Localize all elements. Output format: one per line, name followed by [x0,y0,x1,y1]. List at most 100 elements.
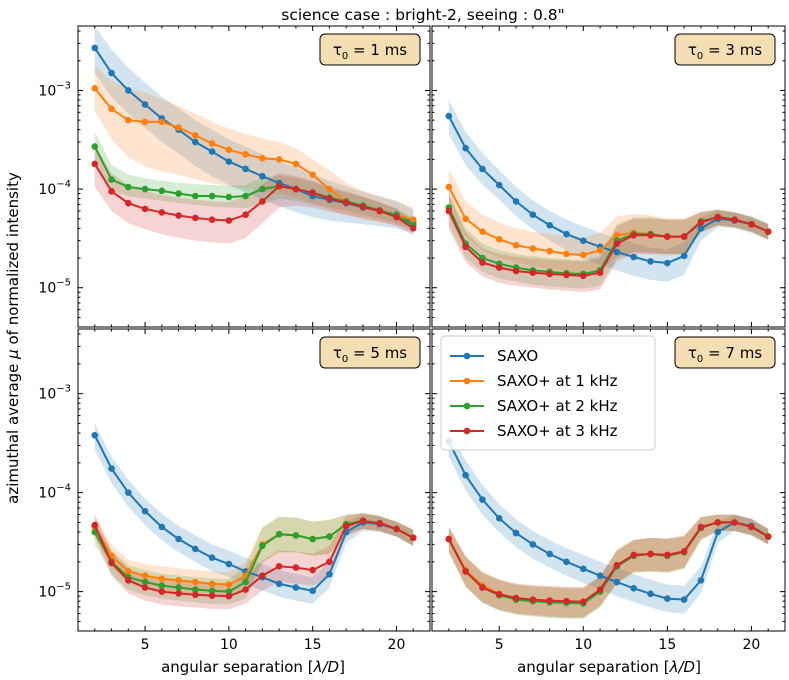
point-saxo-at-2-khz [326,533,333,540]
point-saxo-at-3-khz [208,216,216,223]
point-saxo [680,596,688,603]
tau-badge: τ0 = 5 ms [319,336,421,369]
point-saxo-at-2-khz [108,176,115,183]
point-saxo-at-1-khz [225,581,233,588]
point-saxo-at-1-khz [175,577,182,584]
point-saxo-at-3-khz [647,550,654,558]
point-saxo [563,558,570,566]
point-saxo-at-2-khz [141,185,149,193]
point-saxo-at-3-khz [376,207,384,215]
point-saxo-at-1-khz [208,580,216,588]
point-saxo [326,570,333,578]
point-saxo-at-3-khz [579,598,587,606]
legend-marker [463,377,471,385]
point-saxo-at-3-khz [309,566,316,574]
point-saxo-at-1-khz [563,250,570,258]
plot-area [445,100,772,293]
point-saxo [141,507,149,515]
band-saxo-at-3-khz [94,144,414,244]
point-saxo-at-3-khz [731,519,738,526]
point-saxo-at-2-khz [91,143,99,150]
panel-frame [77,25,431,328]
point-saxo-at-1-khz [192,578,199,586]
y-tick-label: 10−4 [38,483,71,502]
point-saxo [563,230,570,238]
x-tick-label: 5 [141,637,150,653]
point-saxo-at-2-khz [124,183,132,191]
legend-label: SAXO [497,347,538,365]
point-saxo [647,258,654,265]
point-saxo [91,431,99,439]
point-saxo [259,172,266,180]
point-saxo-at-2-khz [275,530,283,538]
point-saxo-at-3-khz [225,217,233,224]
point-saxo-at-1-khz [225,146,233,154]
point-saxo [108,465,115,472]
point-saxo-at-3-khz [192,214,199,222]
point-saxo-at-3-khz [529,269,537,277]
point-saxo-at-3-khz [259,572,266,579]
band-saxo-at-1-khz [94,65,414,228]
panel-frame [77,328,431,632]
x-tick-label: 15 [304,637,322,653]
point-saxo-at-1-khz [141,572,149,579]
point-saxo-at-3-khz [292,185,300,193]
point-saxo [495,515,503,522]
point-saxo [664,595,671,602]
point-saxo-at-3-khz [596,586,604,593]
point-saxo-at-3-khz [630,551,638,559]
legend-label: SAXO+ at 1 kHz [497,372,618,390]
tau-badge: τ0 = 7 ms [674,336,776,369]
plot-area [91,423,417,610]
panel-bottom-left: 5 10 15 20 10−3 10−4 10−5 τ0 = 5 ms [38,328,431,653]
tau-badge-box [319,336,421,369]
tau-badge-box [319,33,421,66]
point-saxo-at-3-khz [175,212,182,219]
point-saxo-at-1-khz [613,232,621,239]
point-saxo-at-3-khz [714,213,722,221]
x-tick-label: 10 [574,637,592,653]
point-saxo-at-1-khz [175,124,182,131]
point-saxo-at-3-khz [393,213,400,221]
point-saxo [225,158,233,165]
point-saxo-at-2-khz [141,578,149,586]
point-saxo-at-3-khz [512,594,520,602]
point-saxo [309,587,316,595]
point-saxo-at-1-khz [479,228,486,235]
point-saxo-at-2-khz [225,193,233,201]
point-saxo-at-2-khz [208,192,216,200]
point-saxo-at-3-khz [342,522,350,530]
point-saxo-at-1-khz [208,140,216,147]
point-saxo [680,252,688,260]
tau-badge-box [674,33,776,66]
point-saxo-at-3-khz [462,568,469,575]
point-saxo [546,550,553,558]
point-saxo-at-2-khz [259,185,266,193]
point-saxo-at-3-khz [409,225,417,232]
point-saxo-at-3-khz [563,271,570,279]
point-saxo-at-3-khz [714,519,722,526]
point-saxo [192,138,199,146]
point-saxo-at-3-khz [445,207,453,215]
point-saxo [630,253,638,261]
point-saxo-at-3-khz [141,205,149,213]
point-saxo [613,578,621,586]
x-tick-label: 10 [220,637,238,653]
point-saxo-at-2-khz [192,192,199,200]
y-tick-label: 10−3 [38,384,71,403]
legend: SAXO SAXO+ at 1 kHz SAXO+ at 2 kHz SAXO+ at… [440,335,656,451]
point-saxo-at-2-khz [225,588,233,595]
point-saxo [462,144,469,152]
tau-badge-box [674,336,776,369]
point-saxo [529,211,537,219]
point-saxo-at-2-khz [208,587,216,595]
x-tick-label: 15 [658,637,676,653]
point-saxo-at-3-khz [292,564,300,571]
point-saxo-at-1-khz [124,568,132,575]
point-saxo-at-2-khz [242,578,249,586]
point-saxo [192,545,199,553]
point-saxo [175,535,182,543]
point-saxo-at-1-khz [529,245,537,252]
point-saxo-at-2-khz [158,187,166,195]
